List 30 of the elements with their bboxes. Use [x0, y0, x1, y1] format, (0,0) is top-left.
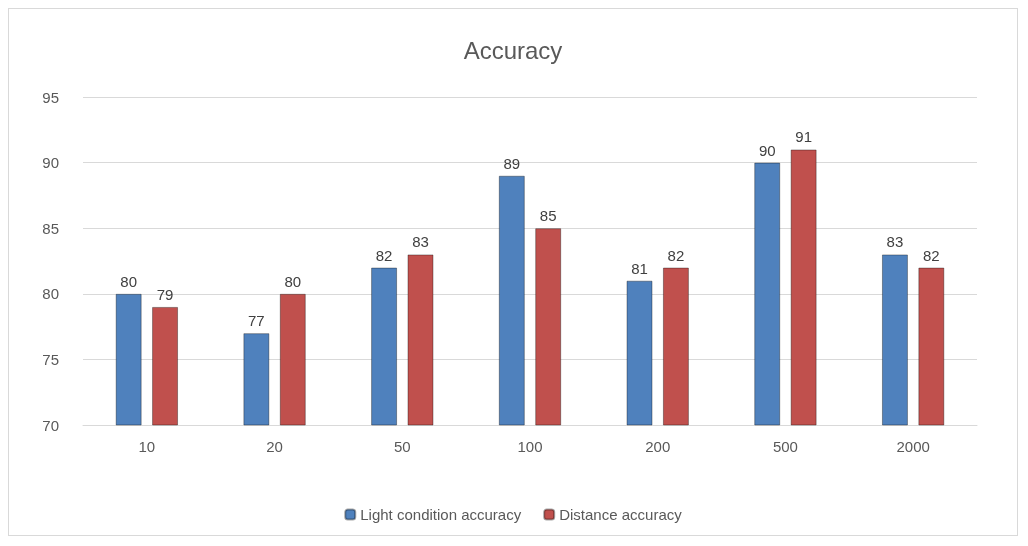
- x-tick-label: 50: [393, 438, 411, 455]
- x-tick-label: 20: [266, 438, 283, 455]
- chart-title: Accuracy: [463, 36, 563, 64]
- data-label: 83: [412, 233, 429, 251]
- y-tick-label: 80: [42, 285, 59, 303]
- data-label: 89: [503, 154, 521, 172]
- data-label: 80: [120, 272, 137, 290]
- x-tick-label: 500: [772, 438, 798, 455]
- data-label: 79: [156, 285, 174, 303]
- data-label: 85: [539, 207, 557, 225]
- legend-label: Distance accuracy: [559, 506, 683, 523]
- y-tick-label: 90: [42, 154, 59, 172]
- data-label: 91: [795, 128, 812, 146]
- data-label: 82: [667, 246, 685, 264]
- y-tick-label: 75: [42, 350, 59, 368]
- data-label: 83: [886, 233, 904, 251]
- data-label: 77: [248, 312, 265, 330]
- x-tick-label: 200: [645, 438, 671, 455]
- data-label: 82: [375, 246, 393, 264]
- data-label: 81: [631, 259, 648, 277]
- y-tick-label: 70: [42, 416, 59, 434]
- data-label: 80: [284, 272, 302, 290]
- y-tick-label: 85: [42, 219, 59, 237]
- x-tick-label: 10: [138, 438, 156, 455]
- data-label: 90: [758, 141, 776, 159]
- x-tick-label: 100: [517, 438, 543, 455]
- y-tick-label: 95: [42, 88, 59, 106]
- legend-label: Light condition accuracy: [360, 506, 522, 523]
- x-tick-label: 2000: [896, 438, 930, 455]
- data-label: 82: [923, 246, 940, 264]
